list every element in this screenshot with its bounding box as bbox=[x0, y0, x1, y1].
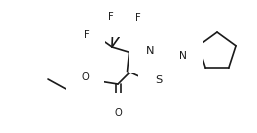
Text: O: O bbox=[114, 108, 122, 118]
Text: H: H bbox=[180, 43, 186, 51]
Text: N: N bbox=[179, 51, 187, 61]
Text: S: S bbox=[155, 75, 163, 85]
Text: N: N bbox=[146, 46, 154, 56]
Text: F: F bbox=[84, 30, 90, 40]
Text: F: F bbox=[108, 12, 114, 22]
Text: F: F bbox=[135, 13, 141, 23]
Text: O: O bbox=[81, 72, 89, 82]
